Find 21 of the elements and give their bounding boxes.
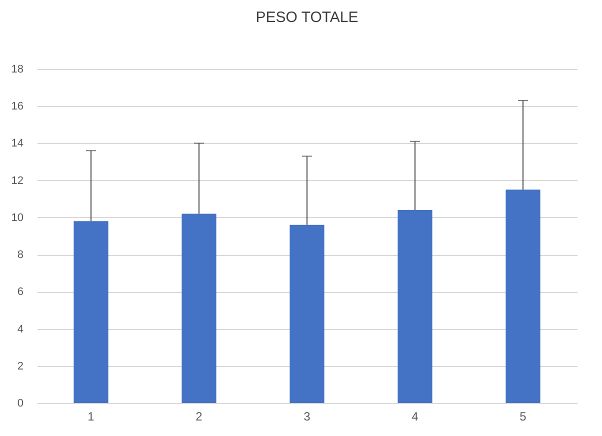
y-tick-label: 2 — [17, 360, 24, 372]
x-tick-label: 4 — [412, 410, 419, 424]
y-tick-label: 8 — [17, 249, 24, 262]
bar — [290, 224, 324, 403]
y-tick-label: 10 — [11, 212, 24, 224]
x-tick-label: 1 — [88, 410, 95, 424]
x-tick-label: 5 — [520, 410, 527, 424]
x-tick-label: 3 — [304, 410, 311, 424]
bar — [74, 221, 108, 403]
chart-title: PESO TOTALE — [256, 9, 358, 26]
y-tick-label: 6 — [17, 286, 24, 298]
x-tick-label: 2 — [196, 410, 203, 424]
bar — [182, 214, 216, 403]
y-tick-label: 4 — [17, 323, 24, 336]
y-tick-label: 12 — [11, 174, 24, 187]
y-tick-label: 0 — [17, 398, 24, 410]
y-tick-label: 18 — [11, 64, 24, 76]
bar — [506, 190, 540, 403]
y-tick-label: 16 — [11, 100, 24, 113]
y-tick-label: 14 — [11, 138, 24, 150]
bar — [398, 210, 432, 403]
